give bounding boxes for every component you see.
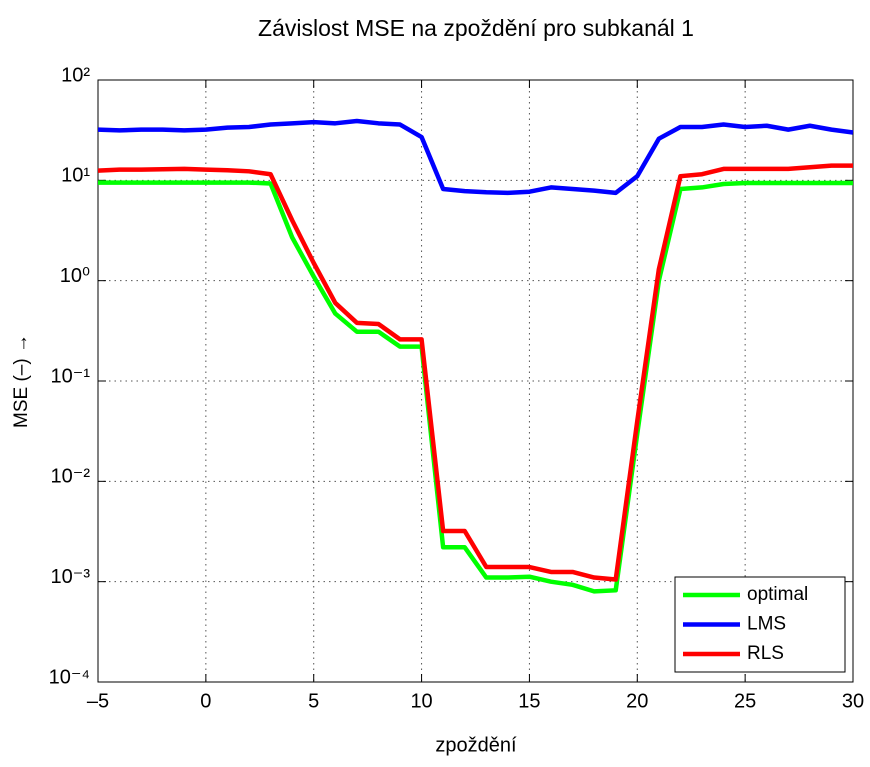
x-tick-label: 15 <box>518 690 540 712</box>
legend: optimal LMS RLS <box>674 576 846 673</box>
y-tick-label: 10¹ <box>61 165 90 187</box>
series-line <box>97 118 854 196</box>
y-tick-label: 10⁻¹ <box>51 365 91 387</box>
x-tick-label: –5 <box>87 690 109 712</box>
legend-label: RLS <box>747 643 784 664</box>
y-axis-label: MSE (–) → <box>11 334 32 428</box>
x-tick-label: 0 <box>200 690 211 712</box>
x-tick-label: 5 <box>308 690 319 712</box>
y-tick-label: 10⁻² <box>51 466 91 488</box>
y-tick-label: 10² <box>61 64 90 86</box>
chart-title: Závislost MSE na zpoždění pro subkanál 1 <box>258 15 694 41</box>
plot-frame <box>97 79 854 683</box>
y-tick-label: 10⁻³ <box>51 566 91 588</box>
legend-label: optimal <box>747 584 808 605</box>
x-tick-label: 20 <box>626 690 648 712</box>
series-line <box>97 163 853 582</box>
y-tick-label: 10⁰ <box>60 265 90 287</box>
x-tick-label: 10 <box>410 690 432 712</box>
legend-label: LMS <box>747 614 786 635</box>
x-tick-label: 30 <box>842 690 864 712</box>
series-line <box>98 180 853 594</box>
y-tick-label: 10⁻⁴ <box>49 666 90 688</box>
x-axis-label: zpoždění <box>435 734 517 756</box>
x-tick-label: 25 <box>734 690 756 712</box>
